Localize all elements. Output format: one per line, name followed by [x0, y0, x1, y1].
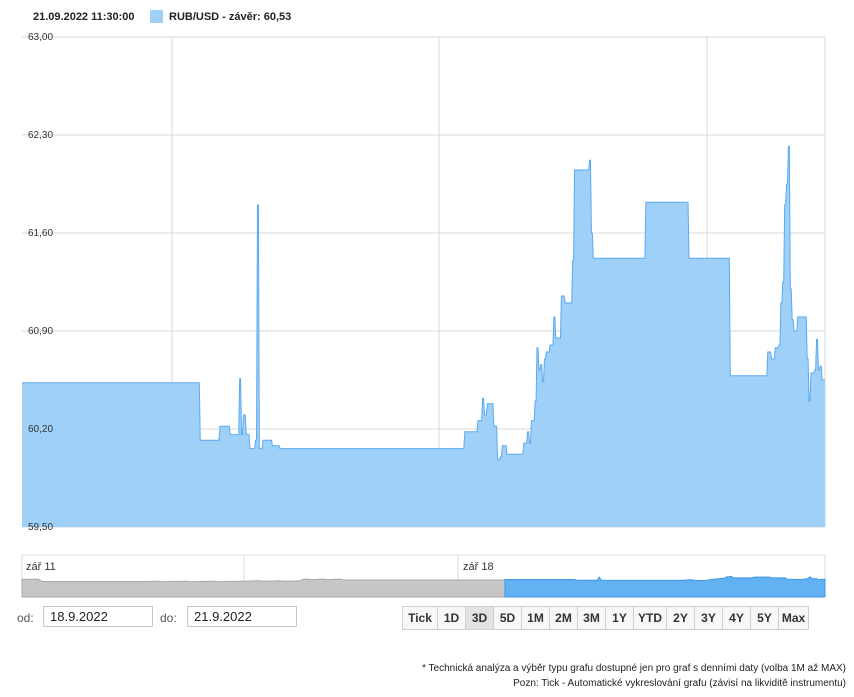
y-tick-label: 59,50	[28, 522, 53, 533]
price-chart[interactable]: 63,00 62,30 61,60 60,90 60,20 59,50 zář 11 zá…	[0, 0, 854, 600]
range-button-2y[interactable]: 2Y	[666, 606, 695, 630]
range-button-group: Tick 1D 3D 5D 1M 2M 3M 1Y YTD 2Y 3Y 4Y 5Y Max	[402, 606, 809, 630]
y-tick-label: 62,30	[28, 130, 53, 141]
y-tick-label: 61,60	[28, 228, 53, 239]
y-tick-label: 63,00	[28, 32, 53, 43]
navigator-label: zář 11	[26, 561, 56, 573]
navigator-unselected-area	[21, 578, 506, 598]
series-line	[22, 145, 825, 461]
range-button-3y[interactable]: 3Y	[694, 606, 723, 630]
to-date-input[interactable]	[187, 606, 297, 627]
range-button-ytd[interactable]: YTD	[633, 606, 667, 630]
range-button-3m[interactable]: 3M	[577, 606, 606, 630]
range-button-1d[interactable]: 1D	[437, 606, 466, 630]
y-axis-labels: 63,00 62,30 61,60 60,90 60,20 59,50	[28, 32, 53, 533]
range-button-2m[interactable]: 2M	[549, 606, 578, 630]
from-label: od:	[17, 611, 34, 625]
range-button-1y[interactable]: 1Y	[605, 606, 634, 630]
range-button-5y[interactable]: 5Y	[750, 606, 779, 630]
range-button-3d[interactable]: 3D	[465, 606, 494, 630]
range-button-4y[interactable]: 4Y	[722, 606, 751, 630]
footnote: Pozn: Tick - Automatické vykreslování gr…	[513, 678, 846, 689]
series-area	[22, 146, 825, 527]
footnotes: * Technická analýza a výběr typu grafu d…	[422, 661, 846, 691]
range-button-max[interactable]: Max	[778, 606, 809, 630]
y-tick-label: 60,90	[28, 326, 53, 337]
chart-header: 21.09.2022 11:30:00 RUB/USD - závěr: 60,…	[0, 0, 854, 34]
to-label: do:	[160, 611, 177, 625]
footnote: * Technická analýza a výběr typu grafu d…	[422, 663, 846, 674]
navigator-selected-area	[504, 575, 826, 598]
legend-label: RUB/USD - závěr: 60,53	[169, 10, 292, 23]
navigator-label: zář 18	[463, 561, 494, 573]
range-button-1m[interactable]: 1M	[521, 606, 550, 630]
navigator[interactable]: zář 11 zář 18	[21, 554, 826, 598]
legend[interactable]: RUB/USD - závěr: 60,53	[150, 10, 291, 23]
legend-swatch	[150, 10, 163, 23]
range-button-tick[interactable]: Tick	[402, 606, 438, 630]
timestamp: 21.09.2022 11:30:00	[33, 11, 135, 23]
from-date-input[interactable]	[43, 606, 153, 627]
y-tick-label: 60,20	[28, 424, 53, 435]
range-button-5d[interactable]: 5D	[493, 606, 522, 630]
